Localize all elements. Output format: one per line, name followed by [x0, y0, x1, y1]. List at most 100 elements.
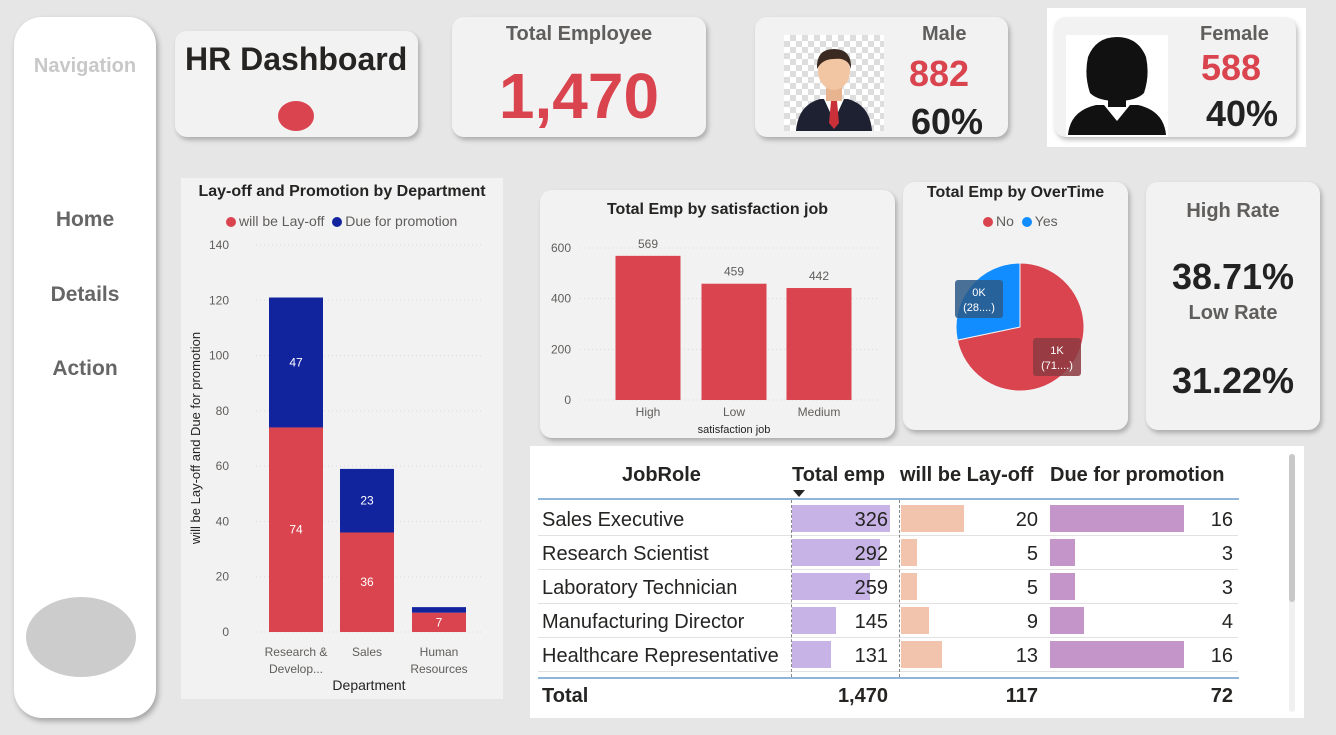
- no-legend-dot: [983, 217, 993, 227]
- satisfaction-x-tick: Low: [723, 405, 745, 419]
- table-row[interactable]: Sales Executive 326 20 16: [538, 502, 1238, 536]
- total-employee-label: Total Employee: [505, 23, 653, 45]
- promotion-bar: [1050, 539, 1075, 566]
- col-header-promotion[interactable]: Due for promotion: [1050, 464, 1225, 486]
- total-emp-cell: 326: [854, 509, 888, 531]
- jobrole-cell: Laboratory Technician: [542, 577, 738, 599]
- layoff-bar: [901, 573, 917, 600]
- satisfaction-bar: [615, 255, 681, 400]
- layoff-bar-segment: [269, 297, 323, 428]
- title-card: HR Dashboard: [175, 31, 418, 137]
- total-emp-cell: 259: [854, 577, 888, 599]
- column-separator: [791, 500, 792, 677]
- legend-no: No: [996, 213, 1014, 229]
- promotion-bar: [1050, 573, 1075, 600]
- nav-action-button[interactable]: Action: [52, 357, 118, 380]
- jobrole-cell: Healthcare Representative: [542, 645, 779, 667]
- table-row[interactable]: Manufacturing Director 145 9 4: [538, 604, 1238, 638]
- layoff-x-tick: Sales: [352, 645, 382, 659]
- layoff-bar: [901, 607, 929, 634]
- total-emp-cell: 131: [854, 645, 888, 667]
- satisfaction-data-label: 459: [724, 265, 744, 279]
- promotion-bar: [1050, 607, 1084, 634]
- col-header-layoff[interactable]: will be Lay-off: [900, 464, 1034, 486]
- nav-home-button[interactable]: Home: [55, 208, 115, 231]
- layoff-data-label: 74: [289, 523, 303, 537]
- layoff-bar-segment: [412, 607, 466, 613]
- table-row[interactable]: Research Scientist 292 5 3: [538, 536, 1238, 570]
- high-rate-value: 38.71%: [1171, 256, 1295, 297]
- female-avatar-icon: [1066, 35, 1168, 137]
- high-rate-label: High Rate: [1186, 200, 1280, 222]
- layoff-y-axis-label: will be Lay-off and Due for promotion: [188, 332, 203, 545]
- layoff-cell: 20: [1015, 509, 1038, 531]
- layoff-bar-segment: [340, 532, 394, 632]
- layoff-x-tick: Research &: [265, 645, 328, 659]
- low-rate-value: 31.22%: [1171, 360, 1295, 401]
- table-row[interactable]: Laboratory Technician 259 5 3: [538, 570, 1238, 604]
- satisfaction-bar: [701, 283, 767, 400]
- rates-card: High Rate 38.71% Low Rate 31.22%: [1146, 182, 1320, 430]
- table-header: JobRole Total emp will be Lay-off Due fo…: [538, 452, 1239, 500]
- layoff-y-tick: 0: [222, 625, 229, 639]
- male-avatar-icon: [784, 35, 884, 131]
- male-card: Male 882 60%: [755, 17, 1008, 142]
- total-emp-cell: 145: [854, 611, 888, 633]
- nav-details-button[interactable]: Details: [50, 283, 120, 306]
- layoff-cell: 5: [1026, 577, 1038, 599]
- overtime-data-label: 0K: [972, 287, 986, 299]
- layoff-data-label: 7: [436, 615, 443, 629]
- total-emp-bar: [792, 607, 836, 634]
- total-emp-value: 1,470: [837, 685, 888, 707]
- promotion-cell: 16: [1210, 645, 1233, 667]
- layoff-y-tick: 140: [209, 238, 229, 252]
- column-separator: [899, 500, 900, 677]
- layoff-y-tick: 120: [209, 293, 229, 307]
- total-label: Total: [542, 685, 589, 707]
- layoff-y-tick: 60: [216, 459, 230, 473]
- layoff-legend-dot: [226, 217, 236, 227]
- navigation-panel: Navigation Home Details Action: [14, 17, 156, 718]
- legend-yes: Yes: [1034, 213, 1058, 229]
- satisfaction-x-tick: High: [636, 405, 661, 419]
- promotion-bar: [1050, 641, 1184, 668]
- male-percent: 60%: [911, 101, 984, 142]
- col-header-jobrole[interactable]: JobRole: [622, 464, 701, 486]
- layoff-x-tick: Develop...: [269, 662, 323, 676]
- status-dot-icon: [278, 101, 314, 131]
- total-emp-bar: [792, 505, 890, 532]
- layoff-data-label: 36: [360, 575, 374, 589]
- layoff-cell: 5: [1026, 543, 1038, 565]
- female-percent: 40%: [1206, 93, 1279, 134]
- satisfaction-chart-svg: 0 200 400 600 569 High 459 Low 442 Medium satisfac…: [551, 237, 880, 436]
- legend-promotion: Due for promotion: [345, 213, 458, 229]
- layoff-bar: [901, 505, 964, 532]
- table-scrollbar-thumb[interactable]: [1289, 454, 1295, 602]
- sort-desc-icon[interactable]: [793, 490, 805, 497]
- promotion-cell: 3: [1221, 543, 1233, 565]
- satisfaction-x-tick: Medium: [798, 405, 841, 419]
- satisfaction-y-tick: 200: [551, 342, 571, 356]
- nav-circle-shape: [26, 597, 136, 677]
- table-row[interactable]: Healthcare Representative 131 13 16: [538, 638, 1238, 672]
- promotion-cell: 3: [1221, 577, 1233, 599]
- total-emp-cell: 292: [854, 543, 888, 565]
- satisfaction-y-tick: 0: [564, 393, 571, 407]
- overtime-chart-legend: No Yes: [983, 213, 1058, 229]
- page-title: HR Dashboard: [185, 41, 408, 77]
- col-header-total[interactable]: Total emp: [792, 464, 885, 486]
- layoff-bar: [901, 539, 917, 566]
- male-label: Male: [922, 23, 967, 45]
- table-scrollbar-track[interactable]: [1289, 454, 1295, 712]
- yes-legend-dot: [1021, 217, 1032, 227]
- layoff-bar: [901, 641, 942, 668]
- overtime-label-box: [955, 280, 1003, 318]
- layoff-y-tick: 80: [216, 404, 230, 418]
- female-card: Female 588 40%: [1054, 17, 1296, 137]
- layoff-y-tick: 40: [216, 514, 230, 528]
- satisfaction-chart-title: Total Emp by satisfaction job: [606, 201, 829, 218]
- overtime-data-label: (28....): [963, 302, 995, 314]
- overtime-data-label: (71....): [1041, 360, 1073, 372]
- satisfaction-chart: Total Emp by satisfaction job 0 200 400 600…: [540, 190, 895, 438]
- total-employee-value: 1,470: [498, 60, 660, 132]
